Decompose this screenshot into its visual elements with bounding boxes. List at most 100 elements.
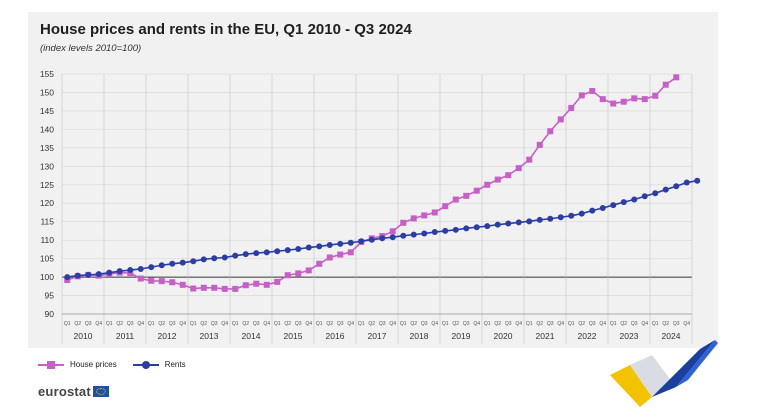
rents-point <box>463 225 470 232</box>
rents-point <box>200 256 207 263</box>
rents-point <box>337 240 344 247</box>
rents-point <box>610 202 617 209</box>
year-label: 2012 <box>158 331 177 341</box>
rents-point <box>431 229 438 236</box>
rents-point <box>316 243 323 250</box>
rents-point <box>232 252 239 259</box>
house-prices-point <box>557 116 564 123</box>
quarter-tick-label: Q4 <box>263 321 270 327</box>
y-tick-label: 100 <box>40 272 54 282</box>
quarter-tick-label: Q2 <box>410 321 417 327</box>
quarter-tick-label: Q2 <box>452 321 459 327</box>
rents-point <box>148 264 155 271</box>
rents-point <box>169 260 176 267</box>
quarter-tick-label: Q2 <box>116 321 123 327</box>
quarter-tick-label: Q1 <box>610 321 617 327</box>
rents-swatch <box>132 360 159 369</box>
house-prices-point <box>169 279 176 286</box>
rents-point <box>641 193 648 200</box>
rents-point <box>557 214 564 221</box>
rents-point <box>242 251 249 258</box>
rents-point <box>452 226 459 233</box>
y-axis: 90 95 100 105 110 115 120 125 130 135 140 145 150 155 <box>40 69 54 319</box>
rents-point <box>421 230 428 237</box>
house-prices-point <box>232 285 239 292</box>
quarter-tick-label: Q1 <box>568 321 575 327</box>
quarter-tick-label: Q2 <box>74 321 81 327</box>
house-prices-point <box>347 249 354 256</box>
quarter-tick-label: Q4 <box>137 321 144 327</box>
quarter-tick-label: Q4 <box>515 321 522 327</box>
rents-point <box>190 258 197 265</box>
house-prices-point <box>263 281 270 288</box>
rents-point <box>389 234 396 241</box>
rents-point <box>536 216 543 223</box>
house-prices-point <box>190 285 197 292</box>
quarter-tick-label: Q2 <box>368 321 375 327</box>
y-tick-label: 145 <box>40 106 54 116</box>
year-label: 2014 <box>242 331 261 341</box>
y-tick-label: 115 <box>40 217 54 227</box>
house-prices-point <box>284 272 291 279</box>
y-tick-label: 120 <box>40 198 54 208</box>
quarter-tick-label: Q1 <box>106 321 113 327</box>
y-tick-label: 130 <box>40 161 54 171</box>
y-tick-label: 90 <box>45 309 55 319</box>
house-prices-point <box>526 156 533 163</box>
quarter-tick-label: Q3 <box>673 321 680 327</box>
quarter-tick-label: Q3 <box>589 321 596 327</box>
grid <box>61 73 693 315</box>
rents-point <box>683 179 690 186</box>
house-prices-point <box>631 95 638 102</box>
chart-subtitle: (index levels 2010=100) <box>40 43 142 54</box>
house-prices-point <box>536 141 543 148</box>
house-prices-point <box>242 282 249 289</box>
house-prices-point <box>452 196 459 203</box>
quarter-tick-label: Q2 <box>536 321 543 327</box>
quarter-tick-label: Q1 <box>64 321 71 327</box>
decorative-chevron-icon <box>610 340 718 407</box>
rents-point <box>589 207 596 214</box>
rents-point <box>505 220 512 227</box>
rents-point <box>694 177 701 184</box>
y-tick-label: 105 <box>40 254 54 264</box>
rents-point <box>137 265 144 272</box>
quarter-tick-label: Q2 <box>242 321 249 327</box>
y-tick-label: 95 <box>45 291 55 301</box>
house-prices-point <box>442 203 449 210</box>
rents-point <box>211 255 218 262</box>
rents-point <box>74 272 81 279</box>
rents-point <box>95 271 102 278</box>
quarter-tick-label: Q4 <box>221 321 228 327</box>
rents-point <box>379 235 386 242</box>
rents-point <box>631 196 638 203</box>
rents-point <box>274 248 281 255</box>
rents-point <box>106 269 113 276</box>
chart-title: House prices and rents in the EU, Q1 201… <box>40 21 412 38</box>
eurostat-logo: eurostat <box>38 384 109 399</box>
quarter-tick-label: Q3 <box>631 321 638 327</box>
rents-point <box>64 274 71 281</box>
legend-label-house-prices: House prices <box>70 360 117 369</box>
quarter-tick-label: Q1 <box>442 321 449 327</box>
year-label: 2023 <box>620 331 639 341</box>
legend: House prices Rents <box>38 360 202 369</box>
house-prices-point <box>673 74 680 81</box>
year-label: 2022 <box>578 331 597 341</box>
quarter-tick-label: Q1 <box>316 321 323 327</box>
rents-point <box>410 231 417 238</box>
rents-point <box>662 186 669 193</box>
y-tick-label: 155 <box>40 69 54 79</box>
house-prices-point <box>410 215 417 222</box>
house-prices-point <box>494 176 501 183</box>
rents-point <box>221 254 228 261</box>
quarter-tick-label: Q4 <box>95 321 102 327</box>
quarter-tick-label: Q2 <box>662 321 669 327</box>
house-prices-point <box>431 209 438 216</box>
quarter-tick-label: Q2 <box>494 321 501 327</box>
legend-item-house-prices: House prices <box>38 360 117 369</box>
quarter-tick-label: Q4 <box>599 321 606 327</box>
house-prices-point <box>652 92 659 99</box>
house-prices-point <box>211 284 218 291</box>
rents-point <box>547 215 554 222</box>
